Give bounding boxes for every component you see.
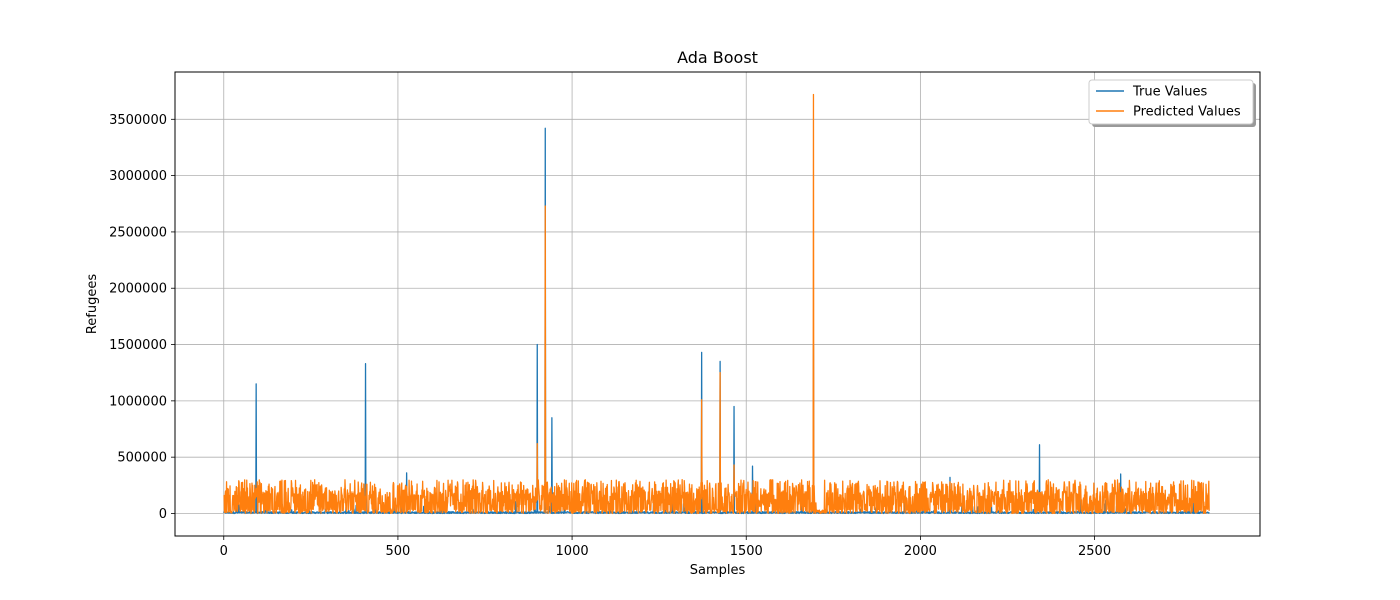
- chart-title: Ada Boost: [677, 48, 758, 67]
- legend-box: [1088, 79, 1254, 125]
- x-axis: 0 500 1000 1500 2000 2500: [220, 536, 1111, 559]
- x-tick-label: 1000: [556, 544, 589, 559]
- legend-entry: True Values: [1132, 85, 1207, 100]
- y-tick-label: 3500000: [109, 113, 167, 128]
- x-tick-label: 500: [386, 544, 411, 559]
- y-tick-label: 1000000: [109, 394, 167, 409]
- y-tick-label: 2000000: [109, 282, 167, 297]
- x-tick-label: 2000: [904, 544, 937, 559]
- x-tick-label: 2500: [1078, 544, 1111, 559]
- y-tick-label: 2500000: [109, 225, 167, 240]
- series-line-predicted-values: [223, 93, 1210, 515]
- series-line-true-values: [223, 127, 1210, 515]
- axes-frame: [174, 71, 1261, 537]
- y-tick-label: 3000000: [109, 169, 167, 184]
- x-tick-label: 1500: [730, 544, 763, 559]
- legend-entry: Predicted Values: [1133, 105, 1241, 120]
- y-tick-label: 1500000: [109, 338, 167, 353]
- x-tick-label: 0: [220, 544, 228, 559]
- y-tick-label: 500000: [117, 451, 167, 466]
- plot-area: [223, 93, 1210, 515]
- legend: True Values Predicted Values: [1088, 79, 1256, 127]
- x-axis-label: Samples: [690, 563, 746, 578]
- y-axis-label: Refugees: [85, 274, 100, 335]
- y-axis: 0 500000 1000000 1500000 2000000 2500000 30000…: [109, 113, 175, 522]
- y-tick-label: 0: [159, 507, 167, 522]
